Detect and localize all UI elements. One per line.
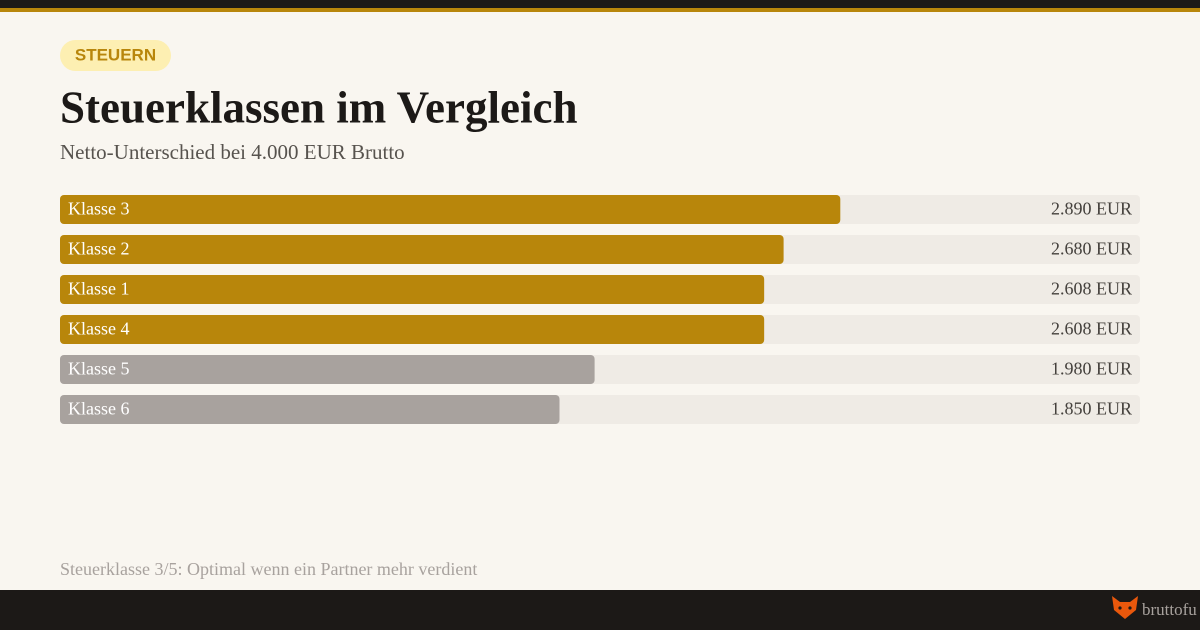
value-label: 2.890 EUR: [1051, 199, 1132, 219]
value-label: 2.608 EUR: [1051, 319, 1132, 339]
chart-title: Steuerklassen im Vergleich: [60, 82, 577, 132]
bar: [60, 315, 765, 344]
bar: [60, 355, 595, 384]
value-label: 2.608 EUR: [1051, 279, 1132, 299]
value-label: 1.980 EUR: [1051, 359, 1132, 379]
badge-text: STEUERN: [75, 45, 156, 64]
value-label: 2.680 EUR: [1051, 239, 1132, 259]
bottom-bar: [0, 590, 1200, 630]
bar-label: Klasse 5: [68, 359, 130, 379]
bar: [60, 195, 841, 224]
bar-label: Klasse 2: [68, 239, 130, 259]
top-accent: [0, 8, 1200, 12]
brand: bruttofu: [1142, 600, 1197, 619]
bar-label: Klasse 4: [68, 319, 130, 339]
bar: [60, 235, 784, 264]
bar-label: Klasse 6: [68, 399, 130, 419]
brand-logo: [1112, 596, 1138, 619]
chart-subtitle: Netto-Unterschied bei 4.000 EUR Brutto: [60, 140, 405, 164]
badge: [60, 40, 171, 71]
footnote: Steuerklasse 3/5: Optimal wenn ein Partn…: [60, 559, 477, 579]
bar-label: Klasse 1: [68, 279, 130, 299]
top-bar: [0, 0, 1200, 8]
bar-label: Klasse 3: [68, 199, 130, 219]
value-label: 1.850 EUR: [1051, 399, 1132, 419]
bar: [60, 395, 560, 424]
bar: [60, 275, 765, 304]
